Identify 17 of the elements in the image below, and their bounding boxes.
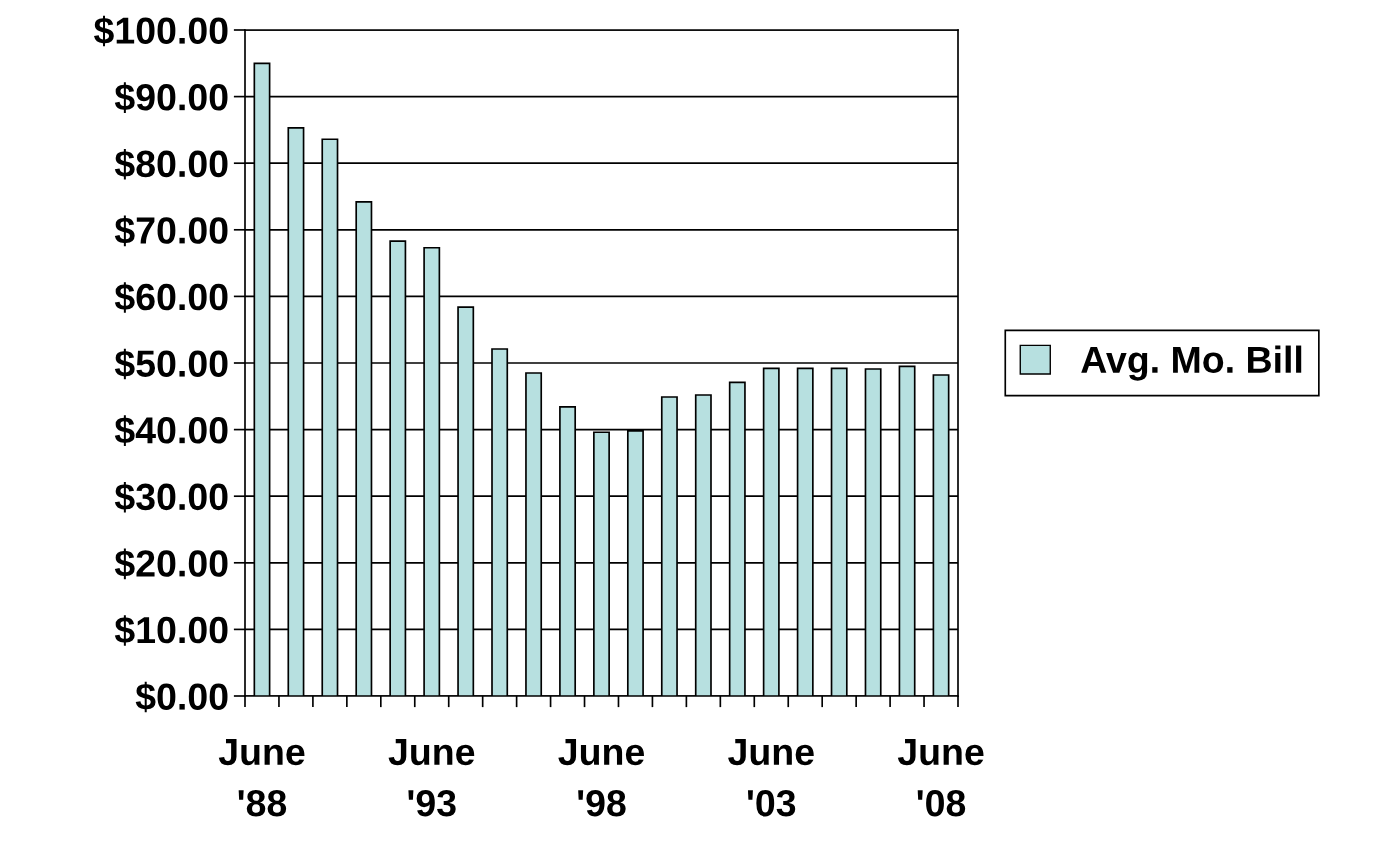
y-tick-label: $80.00 xyxy=(114,148,228,180)
y-tick-label: $0.00 xyxy=(135,681,228,713)
x-tick-label: June '88 xyxy=(218,739,305,817)
y-tick-label: $70.00 xyxy=(114,215,228,247)
y-tick-label: $100.00 xyxy=(93,15,228,47)
y-tick-label: $50.00 xyxy=(114,348,228,380)
x-tick-label: June '93 xyxy=(388,739,475,817)
y-tick-label: $40.00 xyxy=(114,415,228,446)
y-tick-label: $90.00 xyxy=(114,82,228,113)
x-tick-label: June '08 xyxy=(897,739,984,817)
y-tick-label: $60.00 xyxy=(114,282,228,313)
y-tick-label: $20.00 xyxy=(114,548,228,580)
legend-label: Avg. Mo. Bill xyxy=(1081,345,1302,381)
x-tick-label: June '98 xyxy=(558,739,644,817)
y-tick-label: $30.00 xyxy=(114,481,228,513)
y-tick-label: $10.00 xyxy=(114,615,228,646)
x-tick-label: June '03 xyxy=(728,739,814,817)
